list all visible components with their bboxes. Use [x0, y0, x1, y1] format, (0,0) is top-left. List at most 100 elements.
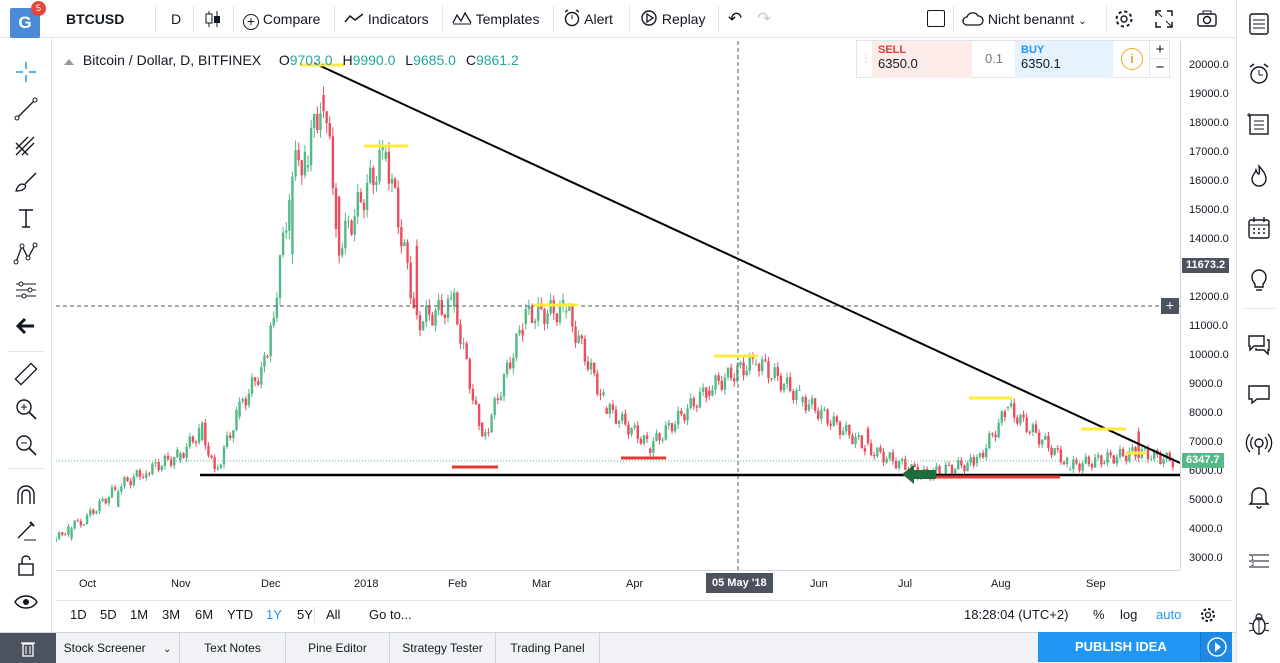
candle-down [627, 424, 630, 435]
order-panel-icon[interactable]: 12 [1245, 548, 1273, 576]
candle-up [801, 397, 804, 403]
range-1d[interactable]: 1D [70, 607, 87, 622]
price-axis[interactable]: 20000.0 19000.0 18000.0 17000.0 16000.0 15000… [1180, 41, 1232, 570]
range-ytd[interactable]: YTD [227, 607, 253, 622]
redo-button[interactable]: ↷ [757, 9, 772, 28]
buy-label: BUY [1021, 44, 1045, 56]
auto-scale-toggle[interactable]: auto [1156, 607, 1182, 622]
prediction-icon[interactable] [12, 276, 40, 304]
range-1y[interactable]: 1Y [266, 607, 282, 622]
log-scale-toggle[interactable]: log [1120, 607, 1138, 622]
legend-collapse-icon[interactable] [64, 59, 74, 65]
tab-trading-panel[interactable]: Trading Panel [496, 633, 600, 663]
drag-handle[interactable]: ⋮⋮ [861, 53, 881, 64]
magnet-icon[interactable] [12, 481, 40, 509]
streams-icon[interactable] [1245, 430, 1273, 458]
candle-up [823, 409, 826, 411]
publish-idea-button[interactable]: PUBLISH IDEA [1038, 632, 1232, 662]
trash-button[interactable] [0, 633, 56, 663]
tab-pine-editor[interactable]: Pine Editor [286, 633, 390, 663]
templates-button[interactable]: Templates [452, 0, 539, 38]
candle-up [748, 354, 751, 371]
lock-icon[interactable] [12, 551, 40, 579]
candle-up [263, 355, 266, 368]
trend-line-icon[interactable] [12, 95, 40, 123]
candle-up [677, 410, 680, 425]
range-5d[interactable]: 5D [100, 607, 117, 622]
drawing-toolbar [0, 38, 52, 642]
lightbulb-icon[interactable] [1245, 266, 1273, 294]
symbol-search[interactable]: BTCUSD [66, 11, 125, 27]
calendar-icon[interactable] [1245, 214, 1273, 242]
quantity-minus-button[interactable]: − [1149, 59, 1170, 78]
fullscreen-icon[interactable] [1155, 10, 1173, 28]
alert-button[interactable]: Alert [563, 0, 613, 38]
ruler-icon[interactable] [12, 360, 40, 388]
compare-button[interactable]: + Compare [243, 0, 320, 38]
percent-scale-toggle[interactable]: % [1093, 607, 1105, 622]
high-value: 9990.0 [352, 52, 396, 68]
info-icon[interactable]: i [1121, 48, 1143, 70]
undo-button[interactable]: ↶ [728, 9, 743, 28]
buy-button[interactable]: BUY 6350.1 [1015, 41, 1113, 78]
interval-button[interactable]: D [171, 11, 182, 27]
quantity-plus-button[interactable]: + [1149, 41, 1170, 59]
data-window-icon[interactable] [1245, 110, 1273, 138]
open-value: 9703.0 [289, 52, 333, 68]
tab-label: Stock Screener [63, 641, 146, 655]
tab-stock-screener[interactable]: Stock Screener ⌄ [56, 633, 180, 663]
layout-menu-button[interactable]: Nicht benannt ⌄ [962, 0, 1087, 38]
replay-button[interactable]: Replay [640, 0, 705, 38]
chart-pane[interactable] [56, 41, 1180, 570]
candle-up [1103, 462, 1106, 465]
chart-legend[interactable]: Bitcoin / Dollar, D, BITFINEX O9703.0 H9… [64, 52, 519, 68]
settings-gear-icon[interactable] [1200, 607, 1216, 623]
time-axis[interactable]: OctNovDec2018FebMarAprMayJunJulAugSep 05… [56, 570, 1180, 598]
candle-up [711, 389, 714, 396]
candle-up [761, 359, 764, 372]
candle-down [593, 362, 596, 374]
candle-up [120, 486, 123, 492]
back-arrow-icon[interactable] [12, 312, 40, 340]
pattern-icon[interactable] [12, 240, 40, 268]
range-6m[interactable]: 6M [195, 607, 214, 622]
chat-icon[interactable] [1245, 380, 1273, 408]
notification-badge[interactable]: 5 [31, 1, 46, 16]
candle-up [1153, 450, 1156, 460]
range-3m[interactable]: 3M [162, 607, 181, 622]
tab-strategy-tester[interactable]: Strategy Tester [390, 633, 496, 663]
pitchfork-icon[interactable] [12, 131, 40, 159]
indicators-button[interactable]: Indicators [344, 0, 429, 38]
watchlist-icon[interactable] [1245, 10, 1273, 38]
add-price-line-icon[interactable]: + [1161, 298, 1179, 314]
text-tool-icon[interactable] [12, 204, 40, 232]
chats-icon[interactable] [1245, 330, 1273, 358]
clock-timezone[interactable]: 18:28:04 (UTC+2) [964, 607, 1069, 622]
gear-icon[interactable] [1114, 9, 1134, 29]
bug-report-icon[interactable] [1245, 610, 1273, 638]
sell-button[interactable]: SELL 6350.0 [872, 41, 972, 78]
eye-icon[interactable] [12, 588, 40, 616]
camera-icon[interactable] [1197, 10, 1217, 28]
stay-drawing-icon[interactable] [12, 516, 40, 544]
candle-down [431, 314, 434, 326]
notification-bell-icon[interactable] [1245, 482, 1273, 510]
candle-up [269, 325, 272, 357]
fullscreen-layout-icon[interactable] [927, 10, 945, 27]
zoom-out-icon[interactable] [12, 431, 40, 459]
range-1m[interactable]: 1M [130, 607, 149, 622]
tab-text-notes[interactable]: Text Notes [180, 633, 286, 663]
goto-button[interactable]: Go to... [369, 607, 412, 622]
brush-icon[interactable] [12, 168, 40, 196]
range-5y[interactable]: 5Y [297, 607, 313, 622]
candle-down [166, 455, 170, 460]
range-all[interactable]: All [326, 607, 341, 622]
crosshair-icon[interactable] [12, 58, 40, 86]
publish-play-button[interactable] [1200, 632, 1232, 662]
candle-style-icon[interactable] [204, 10, 222, 28]
candle-up [250, 377, 254, 394]
hotlist-fire-icon[interactable] [1245, 162, 1273, 190]
zoom-in-icon[interactable] [12, 395, 40, 423]
candle-up [1106, 452, 1109, 463]
alarm-clock-icon[interactable] [1245, 60, 1273, 88]
